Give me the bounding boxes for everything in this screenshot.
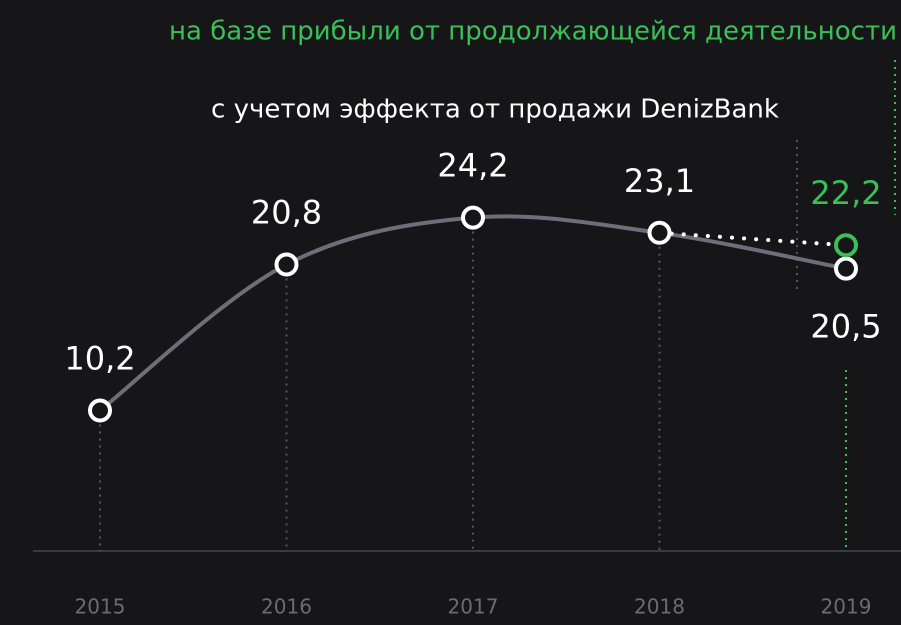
marker	[88, 398, 112, 423]
x-tick-label: 2017	[448, 595, 499, 619]
series-line	[657, 230, 848, 248]
marker	[834, 256, 858, 281]
marker	[647, 220, 672, 245]
data-label: 20,8	[251, 193, 322, 231]
data-label: 22,2	[810, 174, 881, 212]
data-label: 23,1	[624, 162, 695, 200]
data-label: 10,2	[64, 339, 135, 377]
x-tick-label: 2019	[821, 595, 872, 619]
x-tick-label: 2016	[261, 595, 312, 619]
legend-label: с учетом эффекта от продажи DenizBank	[211, 95, 779, 125]
data-label: 24,2	[437, 147, 508, 185]
x-tick-label: 2018	[634, 595, 685, 619]
data-label: 20,5	[810, 308, 881, 346]
marker	[834, 233, 858, 258]
marker	[461, 205, 485, 230]
x-tick-label: 2015	[75, 595, 126, 619]
legend-label: на базе прибыли от продолжающейся деятел…	[169, 17, 897, 47]
marker	[274, 252, 299, 277]
